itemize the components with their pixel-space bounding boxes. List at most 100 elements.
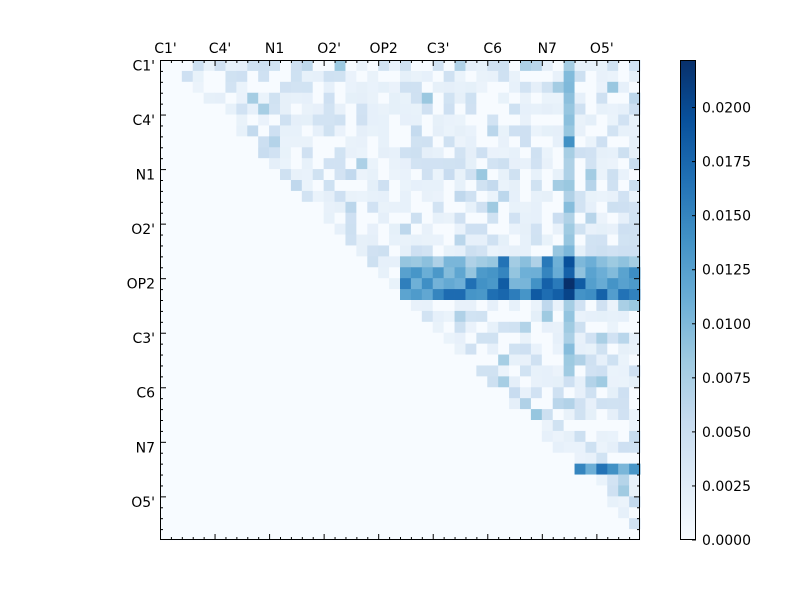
heatmap-cell	[236, 430, 248, 443]
heatmap-cell	[280, 496, 292, 508]
heatmap-cell	[596, 169, 608, 181]
heatmap-cell	[629, 354, 641, 366]
heatmap-cell	[520, 158, 532, 170]
heatmap-cell	[334, 212, 346, 225]
heatmap-cell	[520, 81, 532, 94]
heatmap-cell	[258, 409, 270, 421]
heatmap-cell	[367, 463, 379, 475]
heatmap-cell	[203, 136, 215, 148]
heatmap-cell	[552, 343, 565, 355]
heatmap-cell	[421, 332, 434, 345]
heatmap-cell	[487, 289, 499, 301]
heatmap-cell	[552, 81, 565, 94]
heatmap-cell	[541, 278, 554, 290]
heatmap-cell	[160, 496, 172, 508]
heatmap-cell	[454, 103, 466, 115]
heatmap-cell	[607, 343, 619, 355]
heatmap-cell	[487, 332, 499, 345]
heatmap-cell	[498, 92, 510, 105]
heatmap-cell	[618, 212, 630, 225]
heatmap-cell	[225, 420, 237, 432]
heatmap-cell	[509, 452, 521, 465]
heatmap-cell	[432, 223, 445, 235]
heatmap-cell	[487, 300, 499, 312]
heatmap-cell	[596, 452, 608, 465]
heatmap-cell	[454, 245, 466, 257]
heatmap-cell	[498, 365, 510, 377]
heatmap-cell	[618, 376, 630, 388]
heatmap-cell	[607, 441, 619, 454]
heatmap-cell	[432, 463, 445, 475]
heatmap-cell	[258, 256, 270, 268]
heatmap-cell	[323, 60, 335, 72]
heatmap-cell	[290, 430, 303, 443]
heatmap-cell	[378, 190, 390, 203]
heatmap-cell	[629, 267, 641, 279]
heatmap-cell	[225, 70, 237, 83]
heatmap-cell	[552, 496, 565, 508]
heatmap-cell	[400, 201, 412, 214]
heatmap-cell	[203, 463, 215, 475]
heatmap-cell	[629, 343, 641, 355]
heatmap-cell	[443, 441, 455, 454]
heatmap-cell	[236, 343, 248, 355]
heatmap-cell	[585, 485, 597, 497]
heatmap-cell	[170, 463, 183, 475]
heatmap-cell	[225, 234, 237, 246]
heatmap-cell	[629, 409, 641, 421]
heatmap-cell	[378, 169, 390, 181]
heatmap-cell	[345, 212, 357, 225]
heatmap-cell	[443, 169, 455, 181]
heatmap-cell	[236, 409, 248, 421]
heatmap-cell	[323, 245, 335, 257]
heatmap-cell	[367, 376, 379, 388]
heatmap-cell	[312, 474, 325, 486]
heatmap-cell	[552, 474, 565, 486]
heatmap-cell	[552, 289, 565, 301]
heatmap-cell	[618, 60, 630, 72]
heatmap-cell	[170, 212, 183, 225]
heatmap-cell	[410, 354, 423, 366]
heatmap-cell	[465, 343, 477, 355]
heatmap-cell	[247, 223, 259, 235]
heatmap-cell	[421, 92, 434, 105]
heatmap-cell	[225, 223, 237, 235]
heatmap-cell	[541, 430, 554, 443]
heatmap-cell	[225, 496, 237, 508]
heatmap-cell	[323, 409, 335, 421]
heatmap-cell	[563, 409, 575, 421]
heatmap-cell	[290, 496, 303, 508]
heatmap-cell	[225, 278, 237, 290]
heatmap-cell	[574, 310, 586, 323]
heatmap-cell	[181, 136, 194, 148]
heatmap-cell	[618, 267, 630, 279]
heatmap-cell	[367, 180, 379, 192]
heatmap-cell	[236, 190, 248, 203]
heatmap-cell	[280, 420, 292, 432]
heatmap-cell	[476, 136, 488, 148]
heatmap-cell	[410, 92, 423, 105]
heatmap-cell	[214, 496, 226, 508]
heatmap-cell	[247, 234, 259, 246]
heatmap-cell	[410, 201, 423, 214]
heatmap-cell	[236, 158, 248, 170]
heatmap-cell	[541, 70, 554, 83]
heatmap-cell	[410, 332, 423, 345]
heatmap-cell	[170, 496, 183, 508]
heatmap-cell	[269, 365, 281, 377]
heatmap-cell	[552, 245, 565, 257]
heatmap-cell	[258, 387, 270, 399]
heatmap-cell	[487, 420, 499, 432]
heatmap-cell	[290, 60, 303, 72]
heatmap-cell	[509, 409, 521, 421]
heatmap-cell	[607, 147, 619, 159]
heatmap-cell	[400, 70, 412, 83]
heatmap-cell	[236, 92, 248, 105]
heatmap-cell	[181, 256, 194, 268]
heatmap-cell	[520, 321, 532, 334]
heatmap-cell	[443, 256, 455, 268]
heatmap-cell	[596, 310, 608, 323]
heatmap-cell	[225, 180, 237, 192]
heatmap-cell	[443, 496, 455, 508]
